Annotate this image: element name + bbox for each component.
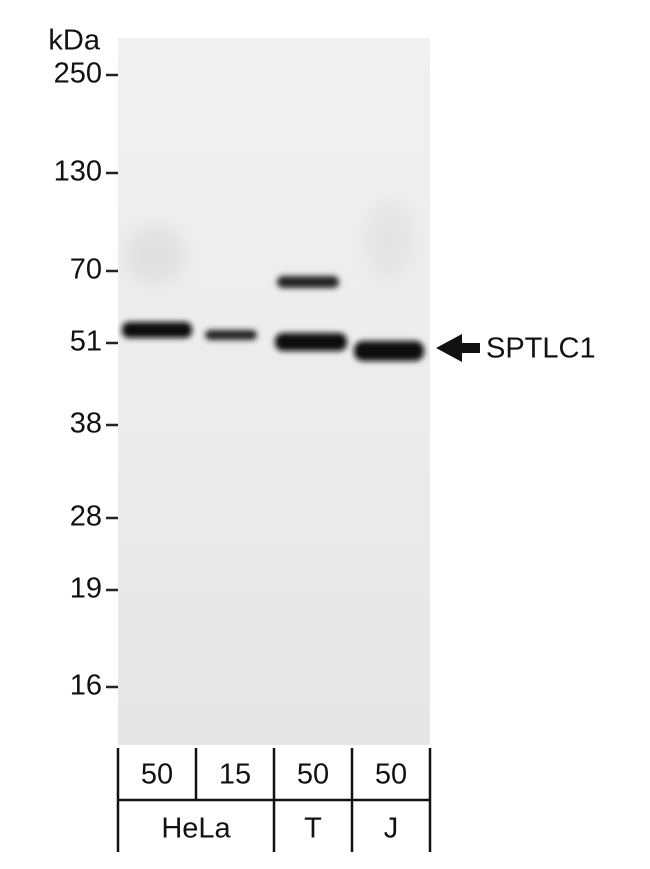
band — [205, 330, 257, 340]
lane-amount: 50 — [375, 759, 407, 791]
marker-label: 70 — [70, 254, 102, 286]
marker-label: 250 — [54, 58, 102, 90]
sample-name: T — [304, 813, 322, 845]
background-smear — [125, 225, 185, 285]
marker-label: 28 — [70, 501, 102, 533]
marker-label: 16 — [70, 670, 102, 702]
lane-amount: 50 — [141, 759, 173, 791]
band — [275, 333, 347, 351]
sample-name: HeLa — [161, 813, 231, 845]
unit-label: kDa — [48, 25, 100, 57]
marker-label: 51 — [70, 326, 102, 358]
target-label: SPTLC1 — [486, 333, 596, 365]
lane-amount: 50 — [297, 759, 329, 791]
target-arrow — [436, 334, 480, 362]
lane-table: 50 15 50 50 HeLa T J — [116, 748, 432, 852]
membrane — [118, 38, 430, 745]
band — [277, 276, 339, 288]
marker-label: 38 — [70, 408, 102, 440]
band — [354, 341, 424, 361]
marker-label: 19 — [70, 573, 102, 605]
lane-amount: 15 — [219, 759, 251, 791]
marker-label: 130 — [54, 156, 102, 188]
sample-name: J — [384, 813, 399, 845]
background-smear — [365, 200, 415, 280]
band — [122, 322, 192, 338]
marker-ladder: 250 130 70 51 38 28 19 16 — [54, 58, 118, 702]
